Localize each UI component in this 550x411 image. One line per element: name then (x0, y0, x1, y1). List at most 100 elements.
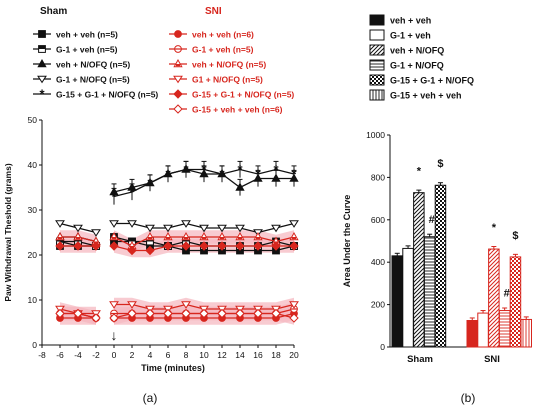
legend-marker-0 (38, 30, 46, 38)
x-tick-label: 10 (199, 350, 209, 360)
data-point (289, 220, 299, 228)
y-axis-label: Area Under the Curve (342, 195, 352, 288)
data-point (217, 308, 227, 319)
legend-marker-8 (173, 75, 183, 84)
x-tick-label: 20 (289, 350, 299, 360)
data-point (271, 241, 281, 251)
data-point (163, 308, 173, 319)
bar-sham-3 (423, 236, 436, 348)
category-label-sni: SNI (484, 354, 500, 365)
x-tick-label: -2 (92, 350, 100, 360)
legend-label-2: veh + N/OFQ (n=5) (56, 60, 130, 70)
legend-label-4: G-15 + G-1 + N/OFQ (390, 76, 474, 86)
significance-marker: # (429, 214, 435, 226)
legend-label-0: veh + veh (n=5) (56, 30, 118, 40)
data-point (109, 313, 119, 323)
data-point (91, 229, 101, 237)
data-point (217, 241, 227, 251)
legend-label-3: G-1 + N/OFQ (n=5) (56, 75, 130, 85)
data-point: * (165, 167, 171, 182)
legend-swatch-pattern-4 (369, 74, 385, 86)
legend-marker-1-half (38, 45, 46, 49)
data-point-half (202, 237, 206, 240)
bar-sham-2 (413, 192, 425, 348)
y-tick-label: 10 (28, 295, 38, 305)
data-point: * (201, 162, 207, 177)
data-point (73, 224, 83, 233)
x-tick-label: 14 (235, 350, 245, 360)
y-tick-label: 30 (28, 205, 38, 215)
data-point: * (237, 162, 243, 177)
data-point (73, 241, 83, 251)
y-tick-label: 400 (371, 257, 385, 267)
data-point (289, 301, 299, 309)
series-9 (55, 241, 299, 256)
data-point (127, 245, 137, 256)
legend-marker-7-half (176, 64, 180, 67)
x-tick-label: -4 (74, 350, 82, 360)
legend-label-1: G-1 + veh (n=5) (56, 45, 118, 55)
legend-title-sham: Sham (40, 6, 67, 17)
y-tick-label: 800 (371, 172, 385, 182)
data-point-half (220, 237, 224, 240)
legend-label-3: G-1 + N/OFQ (390, 61, 444, 71)
data-point-half (184, 237, 188, 240)
legend-swatch-1 (369, 29, 385, 41)
data-point (235, 182, 245, 191)
data-point: * (255, 167, 261, 182)
bar-sni-4 (509, 256, 522, 348)
significance-marker: $ (512, 230, 518, 242)
data-point (163, 224, 173, 233)
data-point (127, 220, 137, 228)
legend-label-4: G-15 + G-1 + N/OFQ (n=5) (56, 90, 158, 100)
data-point-half (112, 237, 116, 240)
legend-label-5: veh + veh (n=6) (192, 30, 254, 40)
legend-label-8: G1 + N/OFQ (n=5) (192, 75, 263, 85)
data-point: * (147, 176, 153, 191)
series-7 (55, 231, 299, 250)
x-tick-label: 18 (271, 350, 281, 360)
legend-label-2: veh + N/OFQ (390, 46, 444, 56)
y-tick-label: 20 (28, 250, 38, 260)
legend-label-9: G-15 + G-1 + N/OFQ (n=5) (192, 90, 294, 100)
legend-label-7: veh + N/OFQ (n=5) (192, 60, 266, 70)
x-axis-label: Time (minutes) (141, 363, 205, 373)
x-tick-label: 16 (253, 350, 263, 360)
data-point (55, 220, 65, 228)
data-point-half (292, 237, 296, 240)
data-point (235, 224, 245, 233)
y-tick-label: 0 (380, 342, 385, 352)
data-point (181, 308, 191, 319)
x-tick-label: -8 (38, 350, 46, 360)
data-point (91, 313, 101, 323)
data-point (271, 308, 281, 319)
legend-swatch-pattern-5 (369, 89, 385, 101)
injection-arrow: ↓ (111, 327, 118, 343)
data-point (127, 308, 137, 319)
y-axis-label: Paw Withdrawal Theshold (grams) (3, 163, 13, 301)
line-chart-panel: Sham SNI veh + veh (n=5) G-1 + veh (n=5) veh… (3, 6, 299, 373)
data-point (109, 220, 119, 228)
data-point (55, 308, 65, 319)
x-tick-label: 12 (217, 350, 227, 360)
bar-sham-4 (434, 184, 447, 348)
x-tick-label: 8 (184, 350, 189, 360)
data-point (91, 241, 101, 251)
bar-sni-0 (466, 320, 478, 348)
bar-sni-3 (498, 310, 511, 348)
legend-label-5: G-15 + veh + veh (390, 91, 462, 101)
significance-marker: * (417, 166, 422, 178)
data-point-half (148, 237, 152, 240)
x-tick-label: 2 (130, 350, 135, 360)
data-point-half (128, 238, 136, 242)
data-point (127, 301, 137, 309)
legend-swatch-pattern-3 (369, 59, 385, 71)
data-point (271, 173, 281, 182)
legend-title-sni: SNI (205, 6, 222, 17)
x-tick-label: -6 (56, 350, 64, 360)
legend-swatch-pattern-2 (369, 44, 385, 56)
bar-sham-0 (391, 255, 403, 348)
significance-marker: * (492, 222, 497, 234)
y-tick-label: 1000 (366, 130, 385, 140)
